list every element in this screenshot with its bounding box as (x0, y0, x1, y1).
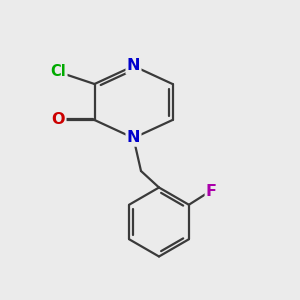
Text: Cl: Cl (51, 64, 66, 80)
Text: N: N (127, 58, 140, 74)
Text: N: N (127, 130, 140, 146)
Text: O: O (52, 112, 65, 128)
Text: F: F (206, 184, 217, 199)
